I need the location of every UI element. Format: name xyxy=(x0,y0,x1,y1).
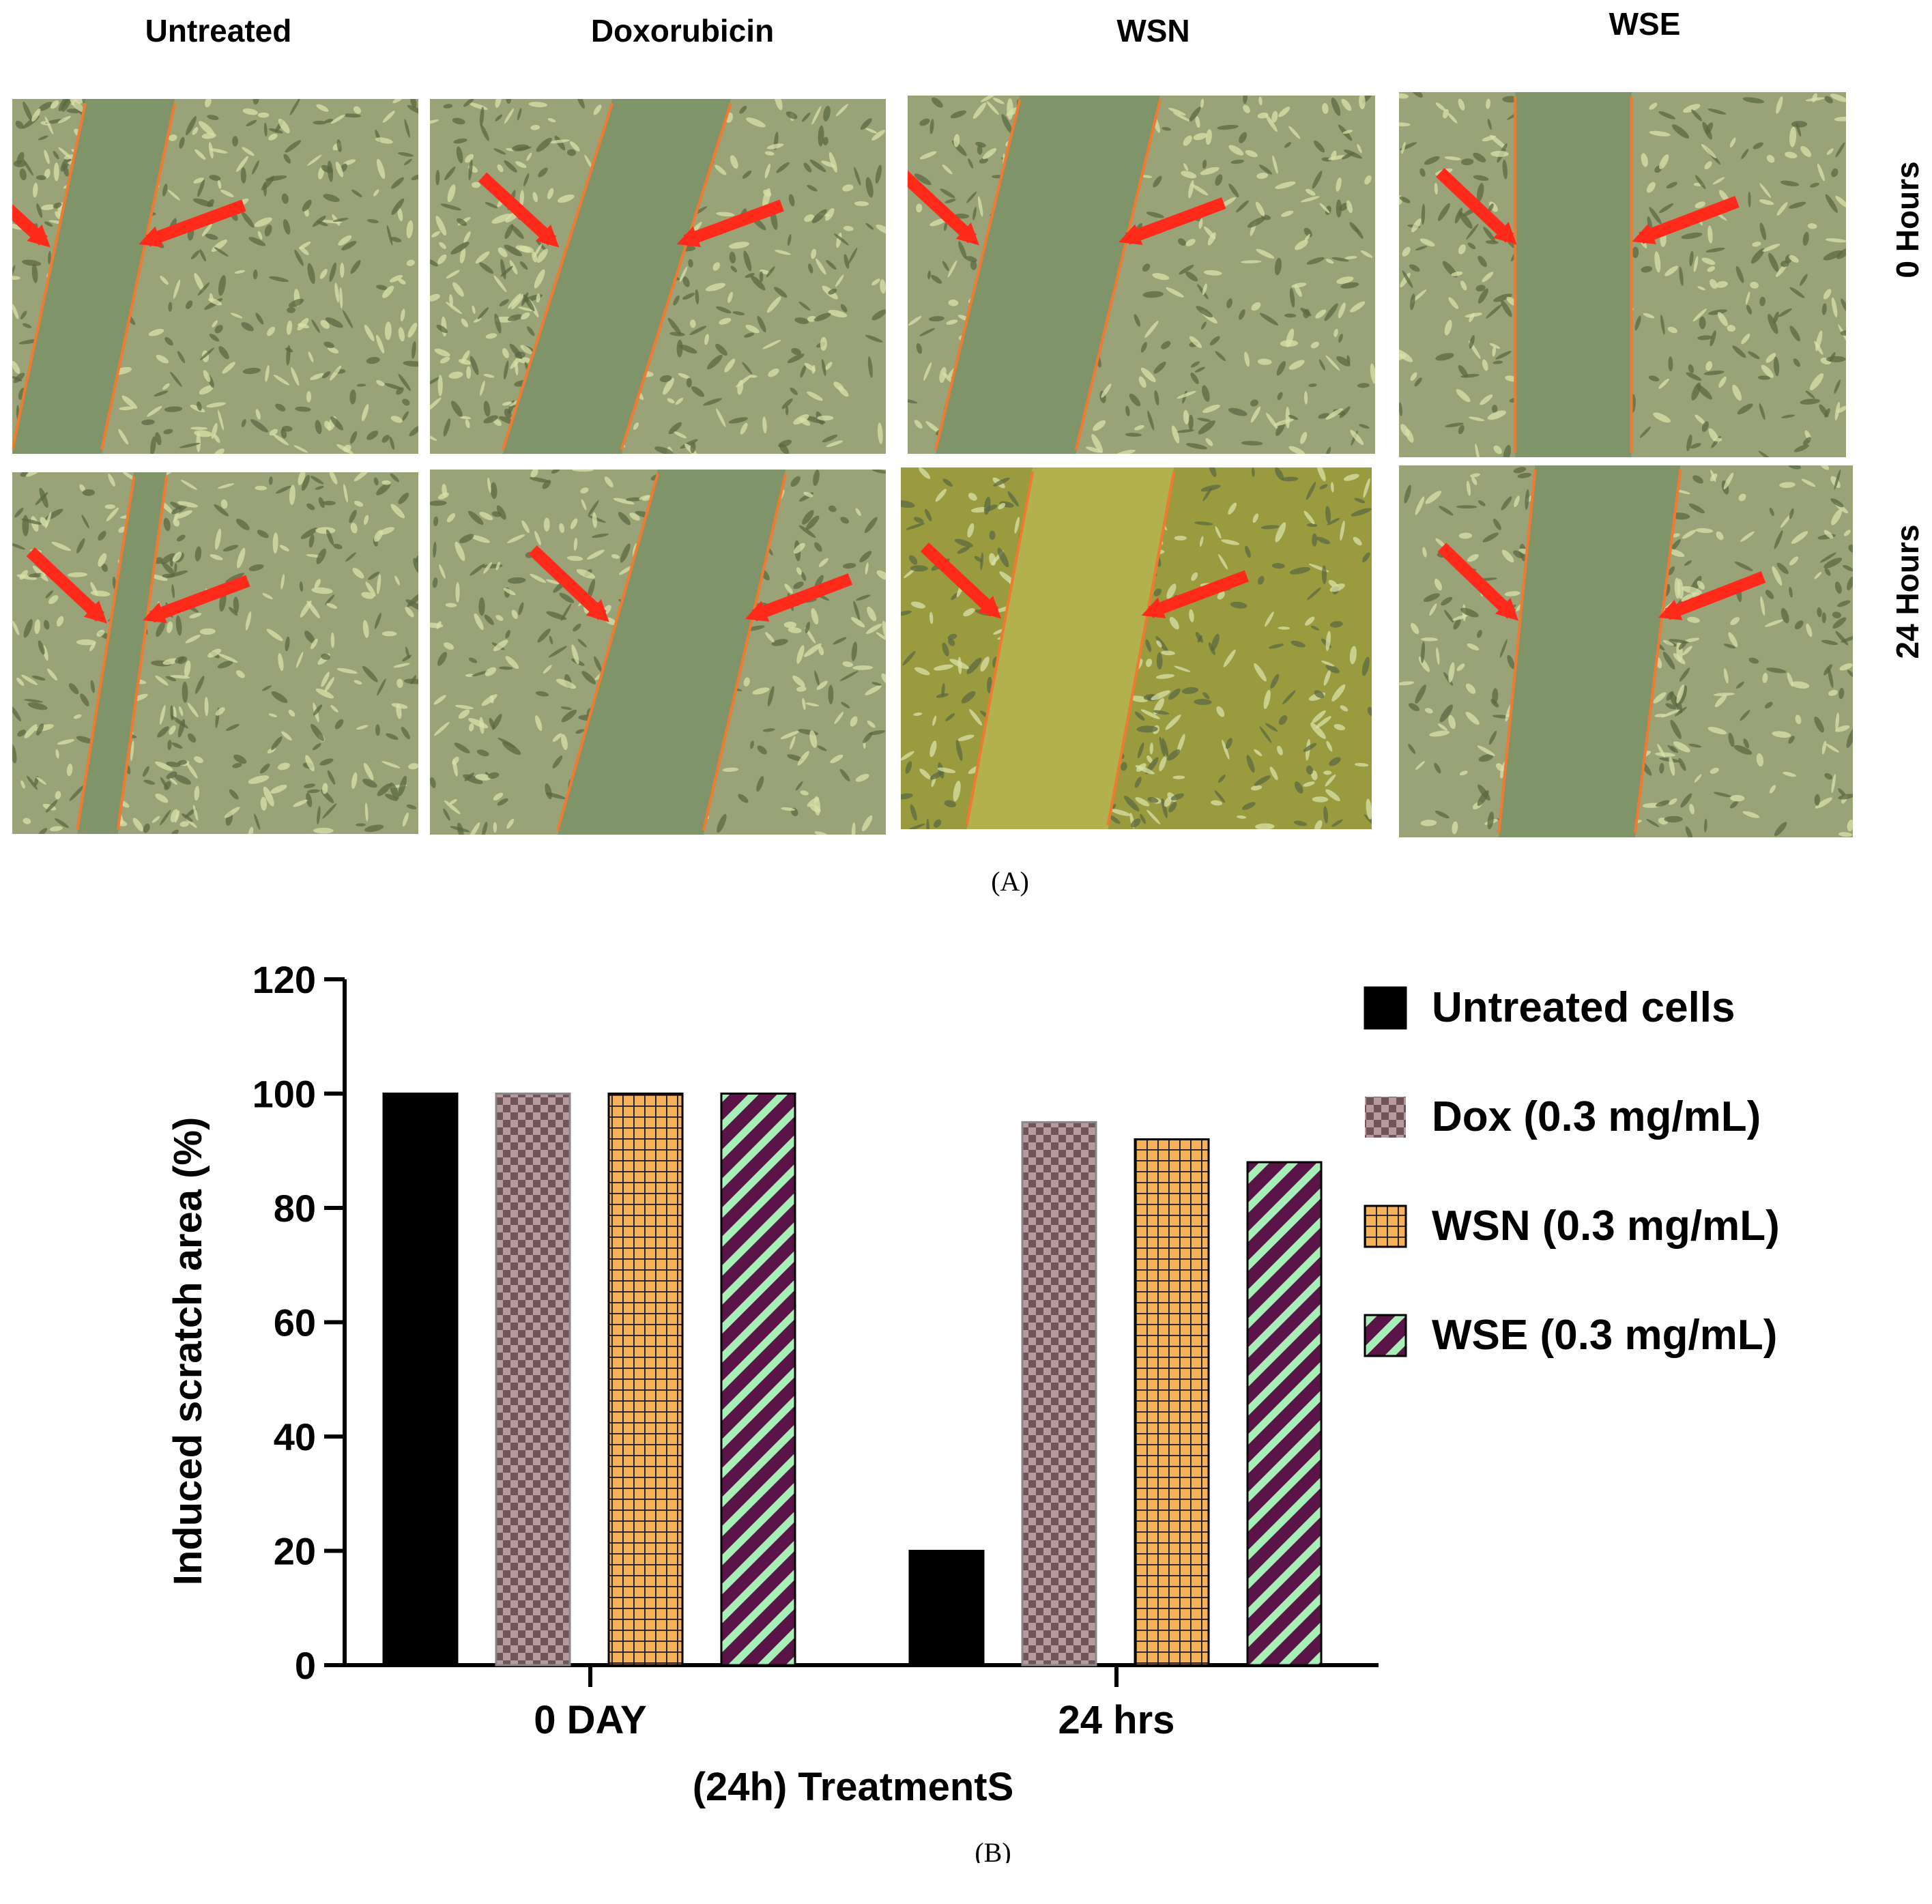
column-title-wsn: WSN xyxy=(1116,13,1190,48)
bar xyxy=(1246,1161,1323,1667)
x-tick-label: 0 DAY xyxy=(534,1698,647,1742)
legend-label: Untreated cells xyxy=(1432,984,1735,1031)
micrograph-doxorubicin-24h xyxy=(430,470,886,835)
figure-a-label: (A) xyxy=(991,866,1029,897)
legend-swatch xyxy=(1364,1205,1407,1248)
micrograph-untreated-0h xyxy=(12,99,418,454)
micrograph-wsn-24h xyxy=(901,467,1372,829)
y-tick-label: 20 xyxy=(274,1530,316,1573)
bar xyxy=(382,1093,459,1667)
bar xyxy=(607,1093,684,1667)
bar-chart: 0 20 40 60 80 100 120 0 DAY 24 hrs Untreated cell… xyxy=(166,958,1780,1863)
y-tick-label: 0 xyxy=(295,1644,316,1687)
micrograph-wsn-0h xyxy=(908,96,1375,454)
bar xyxy=(720,1093,796,1667)
row-title-24-hours: 24 Hours xyxy=(1890,524,1925,659)
y-tick-label: 100 xyxy=(253,1073,316,1116)
micrograph-untreated-24h xyxy=(12,472,418,834)
y-tick-label: 40 xyxy=(274,1415,316,1458)
y-tick-label: 120 xyxy=(253,958,316,1001)
y-tick-label: 80 xyxy=(274,1187,316,1230)
x-axis-label: (24h) TreatmentS xyxy=(693,1765,1014,1809)
bar xyxy=(908,1550,985,1667)
legend-label: WSN (0.3 mg/mL) xyxy=(1432,1202,1780,1250)
y-tick-label: 60 xyxy=(274,1301,316,1344)
micrograph-wse-24h xyxy=(1399,465,1853,837)
y-axis-label: Induced scratch area (%) xyxy=(166,1117,210,1586)
row-title-0-hours: 0 Hours xyxy=(1890,161,1925,278)
legend-label: WSE (0.3 mg/mL) xyxy=(1432,1312,1777,1359)
micrograph-doxorubicin-0h xyxy=(430,99,886,454)
micrograph-wse-0h xyxy=(1399,92,1846,457)
figure-b-label: (B) xyxy=(975,1837,1011,1863)
legend-label: Dox (0.3 mg/mL) xyxy=(1432,1093,1761,1140)
x-tick-label: 24 hrs xyxy=(1058,1698,1175,1742)
column-title-untreated: Untreated xyxy=(145,13,292,48)
column-title-wse: WSE xyxy=(1609,6,1681,42)
legend-swatch xyxy=(1364,986,1407,1030)
legend-swatch xyxy=(1365,1097,1406,1138)
bar xyxy=(1021,1121,1097,1667)
bar xyxy=(1134,1138,1210,1667)
bar xyxy=(495,1093,571,1667)
legend-swatch xyxy=(1364,1314,1407,1357)
column-title-doxorubicin: Doxorubicin xyxy=(590,13,775,48)
